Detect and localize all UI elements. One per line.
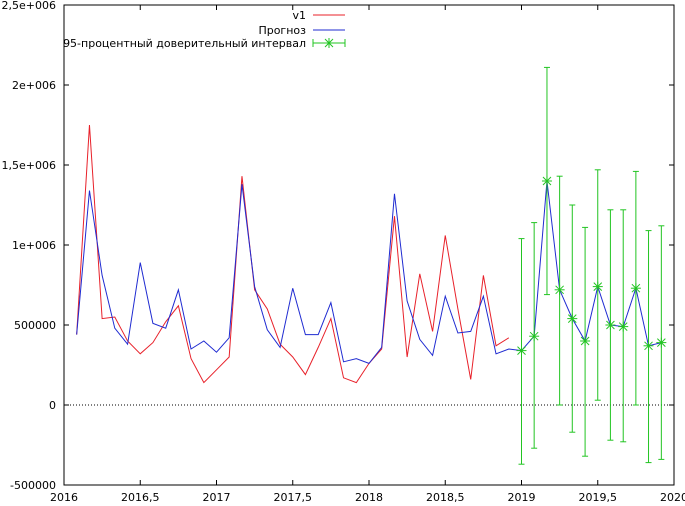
error-bar-point (605, 320, 616, 330)
x-tick-label: 2017,5 (274, 491, 313, 504)
y-tick-label: 1,5e+006 (2, 159, 56, 172)
error-bar (592, 169, 603, 401)
x-tick-label: 2018,5 (426, 491, 465, 504)
error-bar (643, 230, 654, 464)
error-bar-point (567, 313, 578, 324)
x-tick-label: 2018 (355, 491, 383, 504)
y-tick-label: 1e+006 (12, 239, 56, 252)
error-bar (580, 226, 591, 457)
y-tick-label: 0 (49, 399, 56, 412)
error-bar-point (554, 284, 565, 295)
series-line-0 (76, 124, 510, 384)
error-bar-point (541, 176, 552, 186)
error-bar (567, 204, 578, 433)
error-bar (656, 225, 667, 460)
x-tick-label: 2020 (660, 491, 685, 504)
legend: v1 Прогноз 95-процентный доверительный и… (63, 9, 346, 50)
x-tick-label: 2019,5 (579, 491, 618, 504)
error-bar-point (580, 336, 591, 346)
error-bar-point (656, 337, 667, 348)
error-bar (541, 66, 552, 296)
error-bar (529, 222, 540, 449)
error-bar (554, 175, 565, 406)
x-tick-label: 2017 (203, 491, 231, 504)
error-bar (630, 170, 641, 406)
x-tick-label: 2016 (50, 491, 78, 504)
series-2 (516, 66, 667, 465)
y-tick-label: 2e+006 (12, 79, 56, 92)
series-0 (76, 124, 510, 384)
series-line-1 (76, 180, 662, 364)
x-tick-label: 2019 (508, 491, 536, 504)
error-bar-point (643, 340, 654, 351)
error-bar-point (592, 281, 603, 292)
legend-label-forecast: Прогноз (258, 24, 306, 37)
x-tick-label: 2016,5 (121, 491, 160, 504)
error-bar-point (618, 321, 629, 332)
series-layer (76, 66, 667, 465)
error-bar (618, 209, 629, 443)
error-bar-point (630, 283, 641, 294)
y-tick-label: -500000 (10, 479, 56, 492)
series-1 (76, 180, 662, 364)
error-bar (516, 238, 527, 465)
error-bar (605, 209, 616, 441)
legend-swatch-confidence-interval (312, 38, 346, 48)
y-tick-label: 2,5e+006 (2, 0, 56, 12)
legend-label-confidence-interval: 95-процентный доверительный интервал (63, 37, 306, 50)
error-bar-point (529, 331, 540, 342)
legend-label-v1: v1 (292, 9, 306, 22)
error-bar-point (516, 345, 527, 356)
y-tick-label: 500000 (14, 319, 56, 332)
